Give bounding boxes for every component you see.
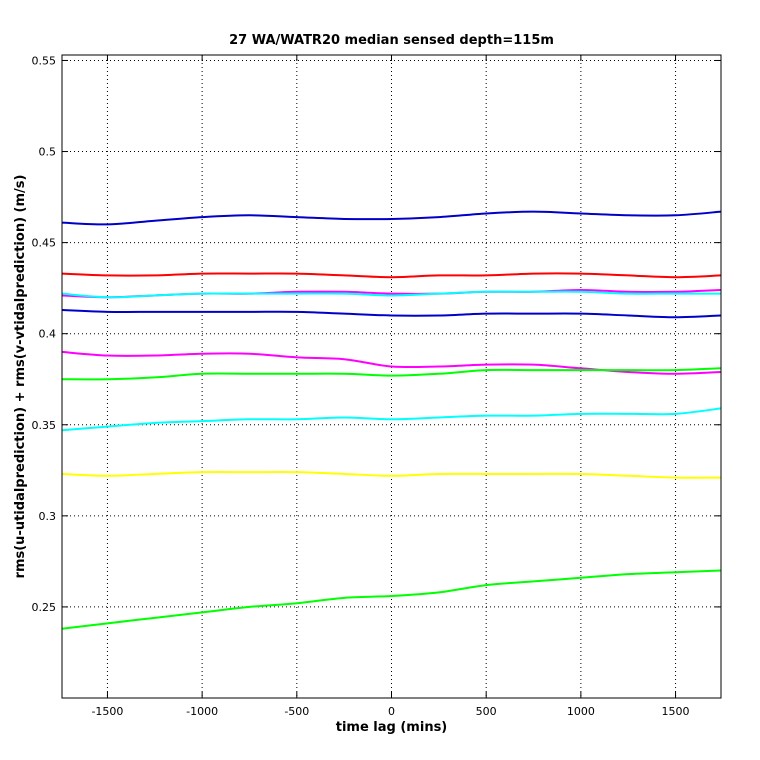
series-line-10 bbox=[61, 569, 722, 630]
x-tick-label: 0 bbox=[388, 705, 395, 718]
y-axis-label: rms(u-utidalprediction) + rms(v-vtidalpr… bbox=[13, 175, 28, 579]
x-tick-label: 1000 bbox=[567, 705, 595, 718]
series-line-1 bbox=[61, 210, 722, 226]
y-tick-label: 0.4 bbox=[39, 328, 57, 341]
y-tick-label: 0.35 bbox=[32, 419, 57, 432]
y-tick-label: 0.5 bbox=[39, 146, 57, 159]
y-tick-label: 0.55 bbox=[32, 54, 57, 67]
x-tick-label: 500 bbox=[476, 705, 497, 718]
series-line-8 bbox=[61, 407, 722, 432]
x-tick-label: -1500 bbox=[91, 705, 123, 718]
x-tick-label: -500 bbox=[284, 705, 309, 718]
chart-title: 27 WA/WATR20 median sensed depth=115m bbox=[229, 33, 554, 48]
y-tick-label: 0.3 bbox=[39, 510, 57, 523]
series-group bbox=[61, 210, 722, 630]
x-axis-label: time lag (mins) bbox=[336, 720, 448, 735]
series-line-9 bbox=[61, 470, 722, 479]
y-tick-label: 0.45 bbox=[32, 237, 57, 250]
x-tick-label: -1000 bbox=[186, 705, 218, 718]
series-line-2 bbox=[61, 272, 722, 279]
series-line-4 bbox=[61, 290, 721, 299]
series-line-7 bbox=[61, 367, 722, 381]
y-tick-label: 0.25 bbox=[32, 601, 57, 614]
series-line-5 bbox=[61, 309, 722, 319]
x-tick-label: 1500 bbox=[662, 705, 690, 718]
ticks: -1500 -1000 -500 0 500 1000 1500 0.25 0.3 0.35 0.4… bbox=[32, 54, 721, 718]
